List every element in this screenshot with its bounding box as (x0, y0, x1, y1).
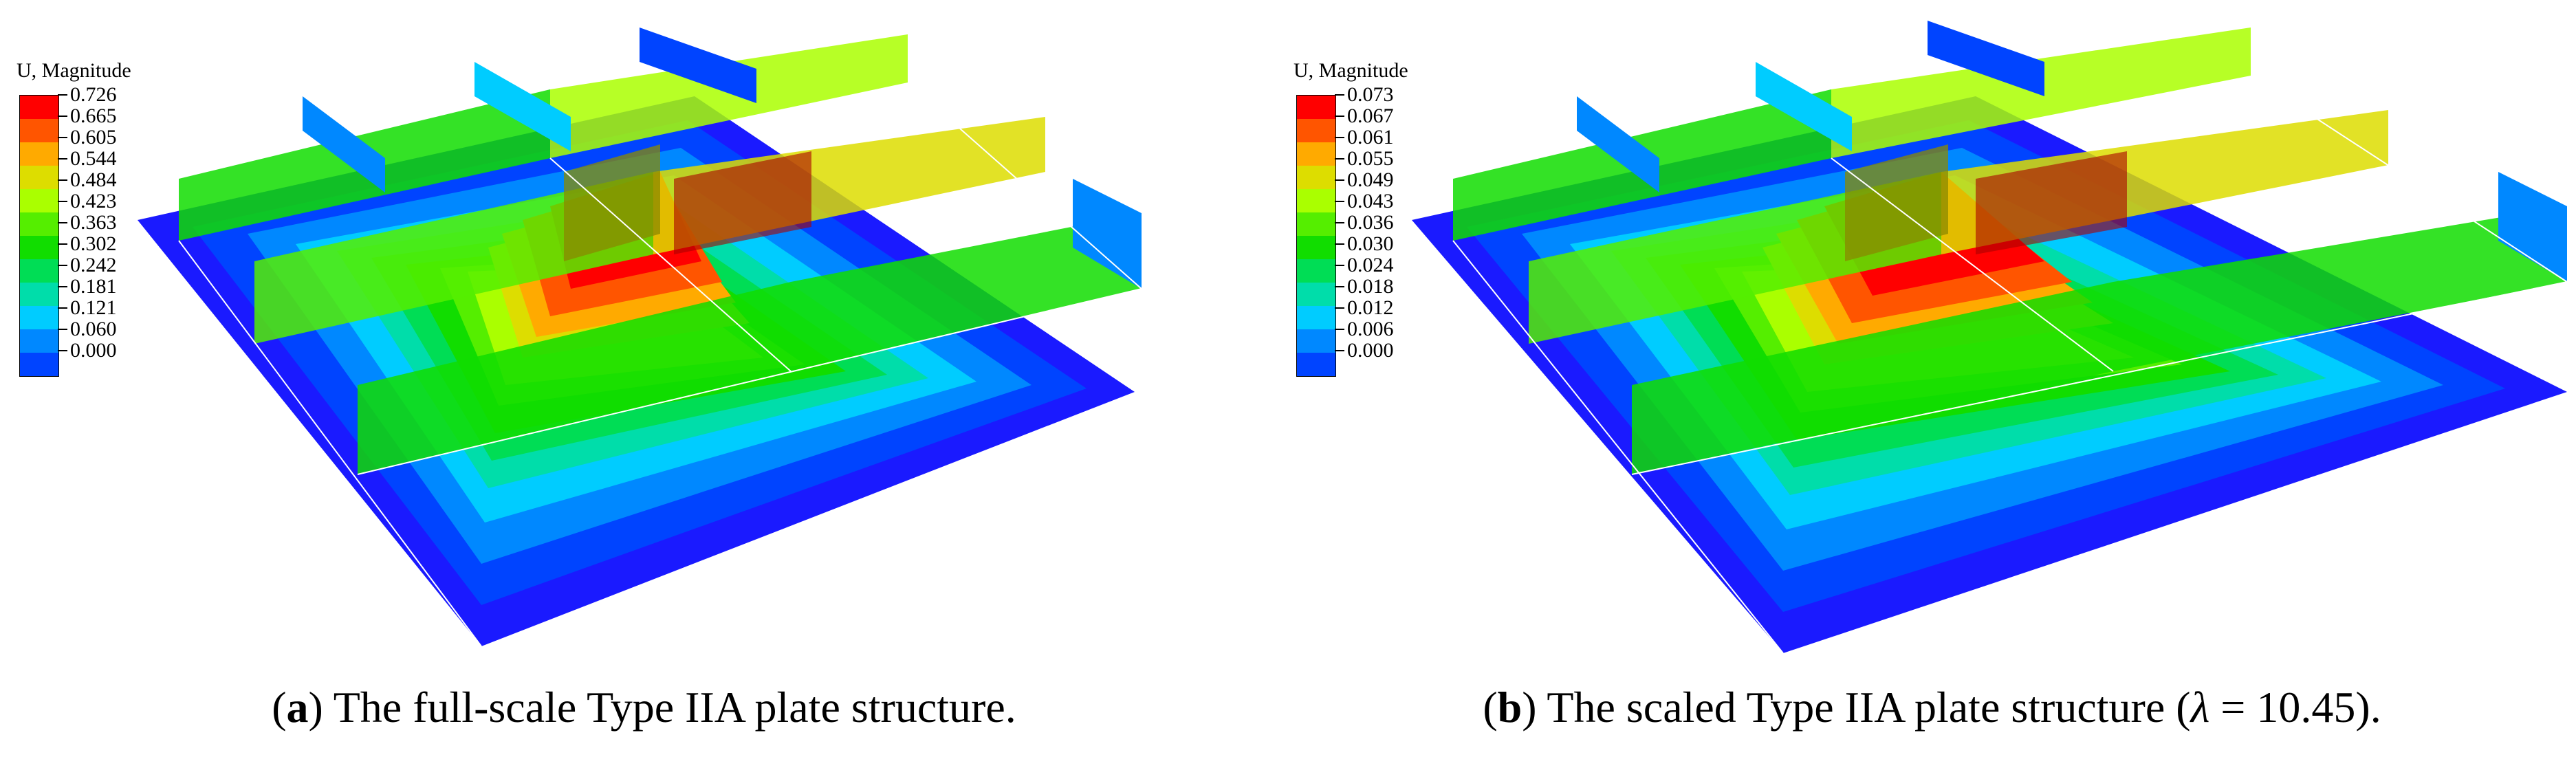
stiffener-wall (791, 213, 1142, 371)
legend-tick: 0.073 (1335, 84, 1394, 105)
legend-swatch (20, 329, 58, 353)
plate-model-a (138, 28, 1142, 647)
legend-swatch (20, 189, 58, 212)
caption-letter: a (286, 683, 309, 732)
plate-edges (1452, 75, 2568, 654)
legend-tick: 0.181 (58, 276, 117, 297)
stiffener-wall (254, 172, 653, 344)
plate-edges (178, 82, 1142, 647)
panel-b: U, Magnitude 0.073 0.067 0.061 0.0 (1288, 0, 2576, 768)
fem-contour-plot-b (1412, 21, 2568, 654)
stiffener-wall (358, 282, 791, 474)
caption-letter: b (1497, 683, 1522, 732)
legend-tick: 0.006 (1335, 318, 1394, 340)
legend-tick: 0.049 (1335, 169, 1394, 190)
legend-tick: 0.665 (58, 105, 117, 127)
cross-stiffener (474, 62, 571, 151)
legend-swatch (20, 283, 58, 306)
legend-tick: 0.726 (58, 84, 117, 105)
stiffener-wall (2113, 206, 2567, 371)
fem-contour-plot-a (138, 28, 1142, 647)
legend-swatch (20, 236, 58, 259)
legend-swatch (1297, 259, 1335, 283)
caption-b: (b) The scaled Type IIA plate structure … (1288, 682, 2576, 733)
legend-swatch (20, 142, 58, 166)
legend-swatch (1297, 212, 1335, 236)
cross-stiffener (2498, 172, 2567, 282)
legend-swatch (1297, 283, 1335, 306)
caption-open: ( (272, 683, 287, 732)
legend-tick: 0.242 (58, 254, 117, 276)
legend-tick: 0.544 (58, 148, 117, 169)
legend-swatch (1297, 189, 1335, 212)
legend-tick: 0.484 (58, 169, 117, 190)
legend-colorbar (19, 95, 59, 377)
stiffener-wall (550, 34, 908, 158)
caption-open: ( (1483, 683, 1498, 732)
caption-text: The scaled Type IIA plate structure ( (1547, 683, 2191, 732)
cross-stiffener (1928, 21, 2044, 96)
legend-tick: 0.012 (1335, 297, 1394, 318)
legend-tick: 0.060 (58, 318, 117, 340)
cross-stiffener (303, 96, 385, 193)
legend-tick: 0.024 (1335, 254, 1394, 276)
legend-swatch (20, 166, 58, 189)
cross-stiffener (1577, 96, 1659, 193)
cross-stiffener (1073, 179, 1142, 289)
stiffener-wall (1632, 282, 2113, 474)
legend-swatch (1297, 329, 1335, 353)
legend-swatch (20, 119, 58, 142)
cross-stiffener (640, 28, 756, 103)
cross-stiffener (1756, 62, 1852, 151)
stiffener-shaded (1845, 144, 1948, 261)
legend-ticks: 0.726 0.665 0.605 0.544 0.484 0.423 0.36… (58, 84, 117, 361)
legend-tick: 0.061 (1335, 127, 1394, 148)
legend-colorbar (1296, 95, 1336, 377)
stiffener-shaded (564, 144, 660, 261)
caption-a: (a) The full-scale Type IIA plate struct… (0, 682, 1288, 733)
caption-lambda-value: = 10.45). (2209, 683, 2381, 732)
legend-tick: 0.043 (1335, 190, 1394, 212)
legend-title: U, Magnitude (1294, 59, 1408, 82)
legend-tick: 0.018 (1335, 276, 1394, 297)
legend-tick: 0.000 (58, 340, 117, 361)
legend-swatch (1297, 353, 1335, 376)
legend-swatch (20, 353, 58, 376)
legend-ticks: 0.073 0.067 0.061 0.055 0.049 0.043 0.03… (1335, 84, 1394, 361)
caption-lambda: λ (2190, 683, 2210, 732)
panel-a: U, Magnitude 0.726 0.665 0.605 0.5 (0, 28, 1288, 733)
caption-text: The full-scale Type IIA plate structure. (333, 683, 1016, 732)
caption-close: ) (308, 683, 334, 732)
legend-swatch (1297, 142, 1335, 166)
legend-title: U, Magnitude (17, 59, 131, 82)
legend-tick: 0.036 (1335, 212, 1394, 233)
legend-tick: 0.121 (58, 297, 117, 318)
caption-close: ) (1522, 683, 1547, 732)
legend-swatch (1297, 96, 1335, 119)
legend-tick: 0.363 (58, 212, 117, 233)
color-legend-b: U, Magnitude 0.073 0.067 0.061 0.0 (1294, 59, 1408, 377)
legend-tick: 0.302 (58, 233, 117, 254)
legend-tick: 0.030 (1335, 233, 1394, 254)
legend-swatch (1297, 306, 1335, 329)
stiffener-shaded (1976, 151, 2127, 254)
stiffener-wall (1529, 172, 1941, 344)
legend-tick: 0.605 (58, 127, 117, 148)
legend-tick: 0.000 (1335, 340, 1394, 361)
legend-tick: 0.423 (58, 190, 117, 212)
legend-swatch (1297, 166, 1335, 189)
legend-swatch (1297, 119, 1335, 142)
legend-swatch (20, 96, 58, 119)
legend-tick: 0.055 (1335, 148, 1394, 169)
legend-swatch (1297, 236, 1335, 259)
color-legend-a: U, Magnitude 0.726 0.665 0.605 0.5 (17, 59, 131, 377)
legend-tick: 0.067 (1335, 105, 1394, 127)
stiffener-shaded (674, 151, 811, 254)
plate-model-b (1412, 21, 2568, 654)
legend-swatch (20, 259, 58, 283)
legend-swatch (20, 212, 58, 236)
legend-swatch (20, 306, 58, 329)
